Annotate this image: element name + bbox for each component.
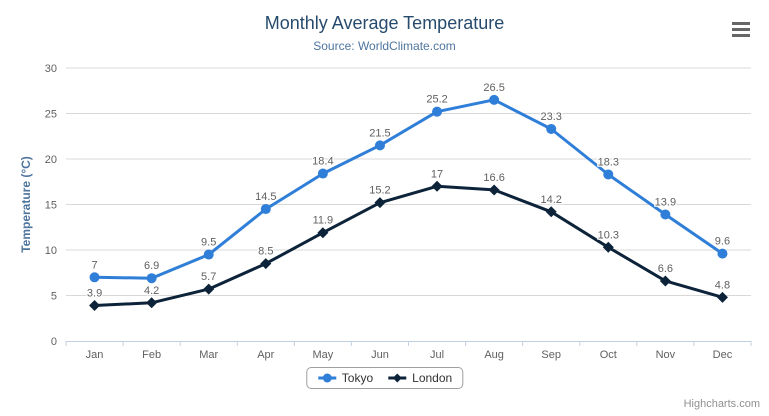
data-label: 14.5 bbox=[255, 191, 276, 203]
x-axis-label: Feb bbox=[142, 349, 161, 361]
chart-title: Monthly Average Temperature bbox=[264, 13, 505, 33]
y-axis-title: Temperature (°C) bbox=[19, 156, 33, 253]
data-point-tokyo[interactable] bbox=[146, 273, 157, 284]
y-axis-label: 5 bbox=[51, 291, 57, 303]
data-point-tokyo[interactable] bbox=[317, 168, 328, 179]
y-axis-label: 15 bbox=[45, 200, 57, 212]
data-label: 10.3 bbox=[598, 229, 619, 241]
data-point-london[interactable] bbox=[374, 197, 386, 209]
x-axis-label: Jun bbox=[371, 349, 389, 361]
x-axis-label: Oct bbox=[600, 349, 617, 361]
circle-marker-icon bbox=[317, 373, 336, 383]
y-axis-label: 30 bbox=[45, 63, 57, 75]
data-label: 25.2 bbox=[426, 94, 447, 106]
x-axis-label: Aug bbox=[484, 349, 504, 361]
legend: Tokyo London bbox=[305, 367, 464, 389]
x-axis-label: Jan bbox=[86, 349, 104, 361]
data-label: 23.3 bbox=[540, 111, 561, 123]
data-point-tokyo[interactable] bbox=[660, 209, 671, 220]
data-point-tokyo[interactable] bbox=[489, 94, 500, 105]
legend-item-london[interactable]: London bbox=[387, 371, 452, 385]
x-axis-label: Nov bbox=[656, 349, 676, 361]
data-label: 17 bbox=[431, 168, 443, 180]
y-axis-label: 25 bbox=[45, 109, 57, 121]
y-axis-label: 0 bbox=[51, 336, 57, 348]
data-point-london[interactable] bbox=[488, 184, 500, 196]
data-label: 8.5 bbox=[258, 246, 273, 258]
data-label: 16.6 bbox=[483, 172, 504, 184]
data-point-london[interactable] bbox=[203, 283, 215, 295]
series-line-tokyo bbox=[93, 98, 724, 280]
data-label: 4.8 bbox=[715, 279, 730, 291]
data-label: 9.6 bbox=[715, 236, 730, 248]
data-point-london[interactable] bbox=[146, 297, 158, 309]
data-label: 4.2 bbox=[144, 285, 159, 297]
x-axis-label: May bbox=[312, 349, 333, 361]
chart-subtitle: Source: WorldClimate.com bbox=[313, 39, 456, 53]
export-menu-button[interactable] bbox=[730, 20, 752, 39]
data-label: 6.9 bbox=[144, 260, 159, 272]
data-point-tokyo[interactable] bbox=[203, 249, 214, 260]
data-point-london[interactable] bbox=[431, 180, 443, 192]
data-label: 7 bbox=[91, 259, 97, 271]
series-line-london bbox=[93, 184, 724, 307]
legend-item-label: London bbox=[412, 371, 453, 385]
data-label: 13.9 bbox=[655, 197, 676, 209]
data-point-london[interactable] bbox=[545, 206, 557, 218]
data-label: 5.7 bbox=[201, 271, 216, 283]
data-point-london[interactable] bbox=[602, 241, 614, 253]
x-axis-label: Apr bbox=[257, 349, 274, 361]
data-label: 15.2 bbox=[369, 185, 390, 197]
data-label: 21.5 bbox=[369, 127, 390, 139]
data-label: 6.6 bbox=[658, 263, 673, 275]
y-axis-label: 20 bbox=[45, 154, 57, 166]
data-point-london[interactable] bbox=[317, 227, 329, 239]
y-axis-label: 10 bbox=[45, 245, 57, 257]
data-label: 18.3 bbox=[598, 156, 619, 168]
data-label: 14.2 bbox=[540, 194, 561, 206]
data-label: 11.9 bbox=[313, 215, 334, 227]
data-point-tokyo[interactable] bbox=[260, 204, 271, 215]
data-label: 9.5 bbox=[201, 237, 216, 249]
data-point-london[interactable] bbox=[89, 300, 101, 312]
data-point-tokyo[interactable] bbox=[89, 272, 100, 283]
data-label: 26.5 bbox=[483, 82, 504, 94]
hamburger-menu-icon bbox=[732, 22, 750, 37]
diamond-marker-icon bbox=[388, 373, 407, 383]
legend-item-label: Tokyo bbox=[341, 371, 374, 385]
x-axis-label: Dec bbox=[713, 349, 733, 361]
x-axis-label: Mar bbox=[199, 349, 218, 361]
x-axis-label: Sep bbox=[541, 349, 561, 361]
data-point-london[interactable] bbox=[659, 275, 671, 287]
data-point-tokyo[interactable] bbox=[374, 140, 385, 151]
data-label: 3.9 bbox=[87, 288, 102, 300]
data-label: 18.4 bbox=[312, 156, 333, 168]
legend-item-tokyo[interactable]: Tokyo bbox=[317, 371, 373, 385]
data-point-tokyo[interactable] bbox=[546, 123, 557, 134]
data-point-tokyo[interactable] bbox=[603, 169, 614, 180]
data-point-tokyo[interactable] bbox=[432, 106, 443, 117]
x-axis-label: Jul bbox=[430, 349, 444, 361]
data-point-london[interactable] bbox=[716, 291, 728, 303]
data-point-tokyo[interactable] bbox=[717, 248, 728, 259]
data-point-london[interactable] bbox=[260, 258, 272, 270]
credits-link[interactable]: Highcharts.com bbox=[683, 398, 760, 410]
